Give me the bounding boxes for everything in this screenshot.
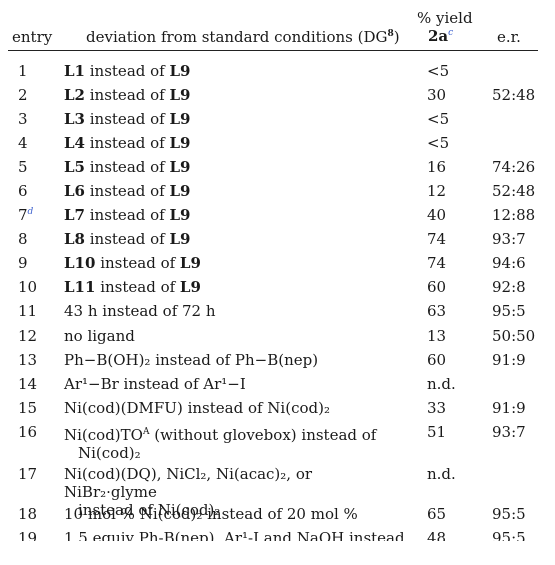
header-entry: entry <box>12 28 53 46</box>
er-cell: 92:8 <box>492 278 526 296</box>
entry-cell: 16 <box>18 423 38 441</box>
yield-cell: <5 <box>427 110 450 128</box>
yield-cell: 74 <box>427 230 447 248</box>
deviation-cell: no ligand <box>64 327 135 345</box>
er-cell: 50:50 <box>492 327 536 345</box>
deviation-cell: L10 instead of L9 <box>64 254 201 272</box>
entry-cell: 4 <box>18 134 28 152</box>
yield-cell: 33 <box>427 399 447 417</box>
er-cell: 52:48 <box>492 86 536 104</box>
yield-cell: 13 <box>427 327 447 345</box>
deviation-cell: L7 instead of L9 <box>64 206 191 224</box>
deviation-cell: L11 instead of L9 <box>64 278 201 296</box>
er-cell: 94:6 <box>492 254 526 272</box>
yield-cell: 60 <box>427 351 447 369</box>
yield-cell: <5 <box>427 134 450 152</box>
header-deviation: deviation from standard conditions (DG8) <box>86 28 400 46</box>
entry-cell: 11 <box>18 302 38 320</box>
yield-cell: 12 <box>427 182 447 200</box>
header-rule <box>8 50 538 51</box>
entry-cell: 10 <box>18 278 38 296</box>
header-yield-top: % yield <box>417 9 473 27</box>
er-cell: 12:88 <box>492 206 536 224</box>
er-cell: 52:48 <box>492 182 536 200</box>
entry-cell: 15 <box>18 399 38 417</box>
yield-cell: 40 <box>427 206 447 224</box>
deviation-cell: Ph−B(OH)₂ instead of Ph−B(nep) <box>64 351 319 369</box>
er-cell: 91:9 <box>492 351 526 369</box>
table-header: entry deviation from standard conditions… <box>0 0 555 50</box>
deviation-cell: L2 instead of L9 <box>64 86 191 104</box>
entry-cell: 18 <box>18 505 38 523</box>
yield-cell: 16 <box>427 158 447 176</box>
page-cutoff <box>0 541 555 561</box>
er-cell: 93:7 <box>492 423 526 441</box>
yield-cell: 74 <box>427 254 447 272</box>
deviation-cell: L8 instead of L9 <box>64 230 191 248</box>
entry-cell: 2 <box>18 86 28 104</box>
deviation-cell: 10 mol % Ni(cod)₂ instead of 20 mol % <box>64 505 358 523</box>
entry-cell: 17 <box>18 465 38 483</box>
yield-cell: 30 <box>427 86 447 104</box>
deviation-cell: Ni(cod)TOA (without glovebox) instead of… <box>64 426 377 462</box>
deviation-cell: L5 instead of L9 <box>64 158 191 176</box>
entry-cell: 12 <box>18 327 38 345</box>
yield-cell: n.d. <box>427 375 456 393</box>
deviation-cell: L6 instead of L9 <box>64 182 191 200</box>
deviation-cell: Ni(cod)(DQ), NiCl₂, Ni(acac)₂, or NiBr₂·… <box>64 465 313 519</box>
deviation-cell: L3 instead of L9 <box>64 110 191 128</box>
yield-cell: n.d. <box>427 465 456 483</box>
entry-cell: 1 <box>18 62 28 80</box>
deviation-cell: L1 instead of L9 <box>64 62 191 80</box>
entry-cell: 8 <box>18 230 28 248</box>
yield-cell: <5 <box>427 62 450 80</box>
entry-cell: 14 <box>18 375 38 393</box>
header-yield-bottom: 2ac <box>428 27 454 45</box>
yield-cell: 51 <box>427 423 447 441</box>
entry-cell: 3 <box>18 110 28 128</box>
er-cell: 74:26 <box>492 158 536 176</box>
deviation-cell: 43 h instead of 72 h <box>64 302 216 320</box>
entry-cell: 5 <box>18 158 28 176</box>
entry-cell: 13 <box>18 351 38 369</box>
yield-cell: 60 <box>427 278 447 296</box>
header-er: e.r. <box>497 28 521 46</box>
er-cell: 93:7 <box>492 230 526 248</box>
yield-cell: 63 <box>427 302 447 320</box>
entry-cell: 6 <box>18 182 28 200</box>
deviation-cell: Ar¹−Br instead of Ar¹−I <box>64 375 246 393</box>
yield-cell: 65 <box>427 505 447 523</box>
er-cell: 95:5 <box>492 505 526 523</box>
er-cell: 91:9 <box>492 399 526 417</box>
entry-cell: 7d <box>18 206 34 224</box>
er-cell: 95:5 <box>492 302 526 320</box>
entry-cell: 9 <box>18 254 28 272</box>
deviation-cell: Ni(cod)(DMFU) instead of Ni(cod)₂ <box>64 399 330 417</box>
deviation-cell: L4 instead of L9 <box>64 134 191 152</box>
